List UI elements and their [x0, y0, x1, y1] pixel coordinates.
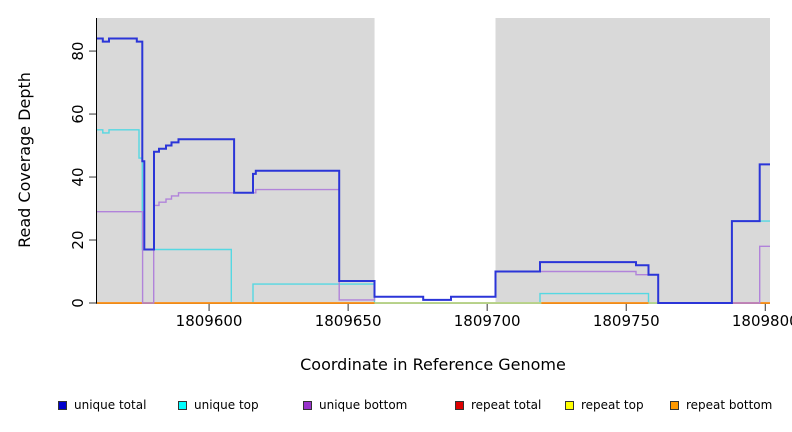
- y-tick-label: 20: [69, 230, 87, 249]
- y-tick-label: 80: [69, 42, 87, 61]
- x-tick-label: 1809800: [732, 312, 792, 330]
- y-tick-label: 40: [69, 167, 87, 186]
- series-unique-total-line: [97, 37, 770, 304]
- x-tick-label: 1809700: [454, 312, 521, 330]
- x-tick-label: 1809600: [176, 312, 243, 330]
- highlight-band: [374, 18, 496, 303]
- y-axis-title: Read Coverage Depth: [15, 72, 34, 248]
- x-tick-label: 1809650: [315, 312, 382, 330]
- x-axis-title: Coordinate in Reference Genome: [300, 355, 566, 374]
- y-tick-label: 0: [69, 298, 87, 308]
- y-tick-label: 60: [69, 105, 87, 124]
- x-tick-label: 1809750: [593, 312, 660, 330]
